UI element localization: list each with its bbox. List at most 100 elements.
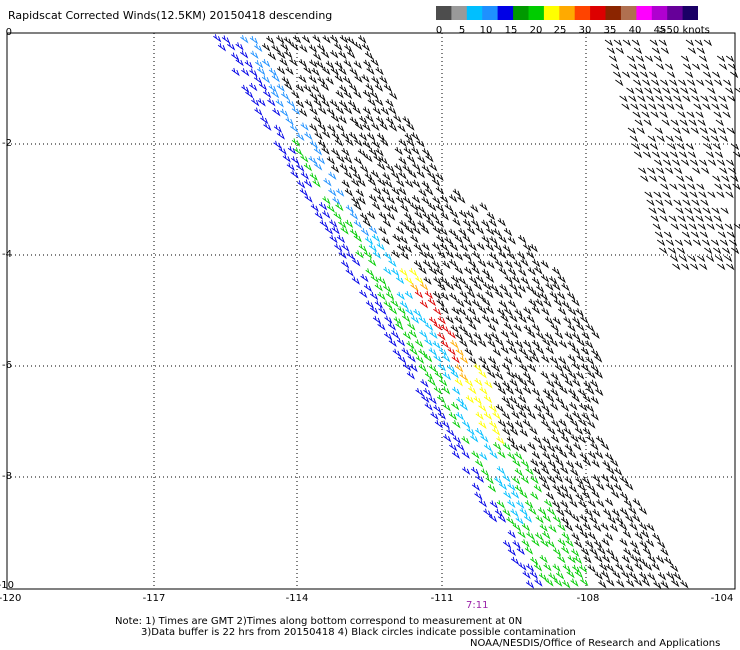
wind-barb (437, 411, 446, 420)
wind-barb (697, 223, 706, 231)
wind-barb (547, 475, 556, 484)
wind-barb (353, 90, 362, 99)
wind-barb (703, 143, 713, 151)
wind-barb (377, 322, 386, 331)
wind-barb (525, 500, 534, 509)
wind-barb (557, 291, 566, 301)
wind-barb (431, 242, 441, 251)
wind-barb (483, 443, 493, 452)
wind-barb (454, 266, 464, 275)
wind-barb (419, 250, 428, 259)
wind-barb (362, 122, 371, 132)
wind-barb (567, 354, 576, 363)
wind-barb (441, 420, 450, 429)
wind-barb (353, 156, 363, 166)
wind-barb (361, 43, 371, 52)
wind-barb (488, 404, 497, 413)
x-tick-label: -111 (430, 593, 454, 604)
wind-barb (539, 523, 548, 533)
wind-barb (646, 95, 655, 103)
colorbar-swatch (451, 6, 468, 20)
wind-barb (700, 95, 709, 103)
wind-barb (656, 555, 665, 564)
wind-barb (463, 252, 472, 261)
wind-barb (530, 475, 539, 485)
wind-barb (348, 164, 358, 174)
wind-barb (446, 428, 455, 437)
wind-barb (578, 564, 588, 573)
wind-barb (451, 401, 460, 411)
wind-barb (321, 50, 330, 59)
wind-barb (507, 530, 516, 539)
wind-barb (605, 482, 614, 492)
wind-barb (587, 370, 596, 380)
wind-barb (510, 442, 520, 452)
wind-barb (377, 291, 386, 301)
wind-barb (685, 175, 694, 183)
wind-barb (542, 451, 551, 460)
wind-barb (705, 151, 715, 159)
wind-barb (681, 127, 690, 135)
wind-barb (458, 276, 467, 286)
wind-barb (554, 330, 564, 340)
wind-barb (552, 515, 562, 524)
wind-barb (570, 434, 579, 443)
wind-barb (421, 242, 430, 252)
wind-barb (549, 291, 558, 300)
wind-barb (518, 444, 527, 453)
wind-barb (439, 227, 448, 236)
wind-barb (481, 363, 490, 373)
wind-barb (489, 450, 498, 460)
wind-barb (424, 354, 433, 363)
wind-barb (666, 571, 675, 580)
wind-barb (217, 43, 227, 52)
wind-barb (725, 55, 735, 63)
wind-barb (300, 171, 309, 180)
wind-barb (379, 122, 388, 131)
wind-barb (429, 330, 438, 339)
wind-barb (531, 538, 540, 547)
wind-barb (568, 307, 577, 316)
wind-barb (580, 577, 589, 587)
wind-barb (686, 111, 695, 119)
wind-barb (509, 378, 518, 387)
wind-barb (291, 90, 300, 99)
wind-barb (458, 307, 467, 317)
wind-barb (321, 99, 330, 108)
wind-barb (347, 50, 356, 59)
wind-barb (564, 523, 574, 532)
wind-barb (504, 259, 513, 269)
wind-barb (410, 132, 420, 141)
wind-barb (502, 411, 511, 420)
wind-barb (549, 338, 559, 348)
wind-barb (652, 223, 661, 231)
wind-barb (249, 82, 258, 92)
wind-barb (404, 132, 413, 142)
wind-barb (407, 218, 416, 228)
wind-barb (336, 154, 345, 164)
wind-barb (714, 79, 723, 87)
wind-barb (473, 396, 482, 405)
wind-barb (578, 417, 587, 427)
wind-barb (388, 258, 397, 268)
wind-barb (726, 231, 736, 239)
wind-barb (353, 233, 362, 243)
colorbar-label: 0 (435, 25, 443, 36)
wind-barb (627, 127, 636, 135)
wind-barb (428, 202, 437, 212)
wind-barb (412, 226, 421, 235)
wind-barb (345, 268, 354, 277)
wind-barb (651, 79, 660, 87)
wind-barb (462, 466, 471, 476)
wind-barb (513, 323, 522, 333)
wind-barb (571, 532, 580, 541)
wind-barb (440, 194, 449, 204)
wind-barb (523, 324, 532, 334)
wind-barb (435, 172, 444, 182)
wind-barb (382, 203, 391, 212)
colorbar-label: 45 (653, 25, 667, 36)
wind-barb (335, 202, 344, 212)
wind-barb (487, 484, 497, 493)
wind-barb (561, 300, 570, 309)
x-tick-label: -108 (576, 593, 600, 604)
